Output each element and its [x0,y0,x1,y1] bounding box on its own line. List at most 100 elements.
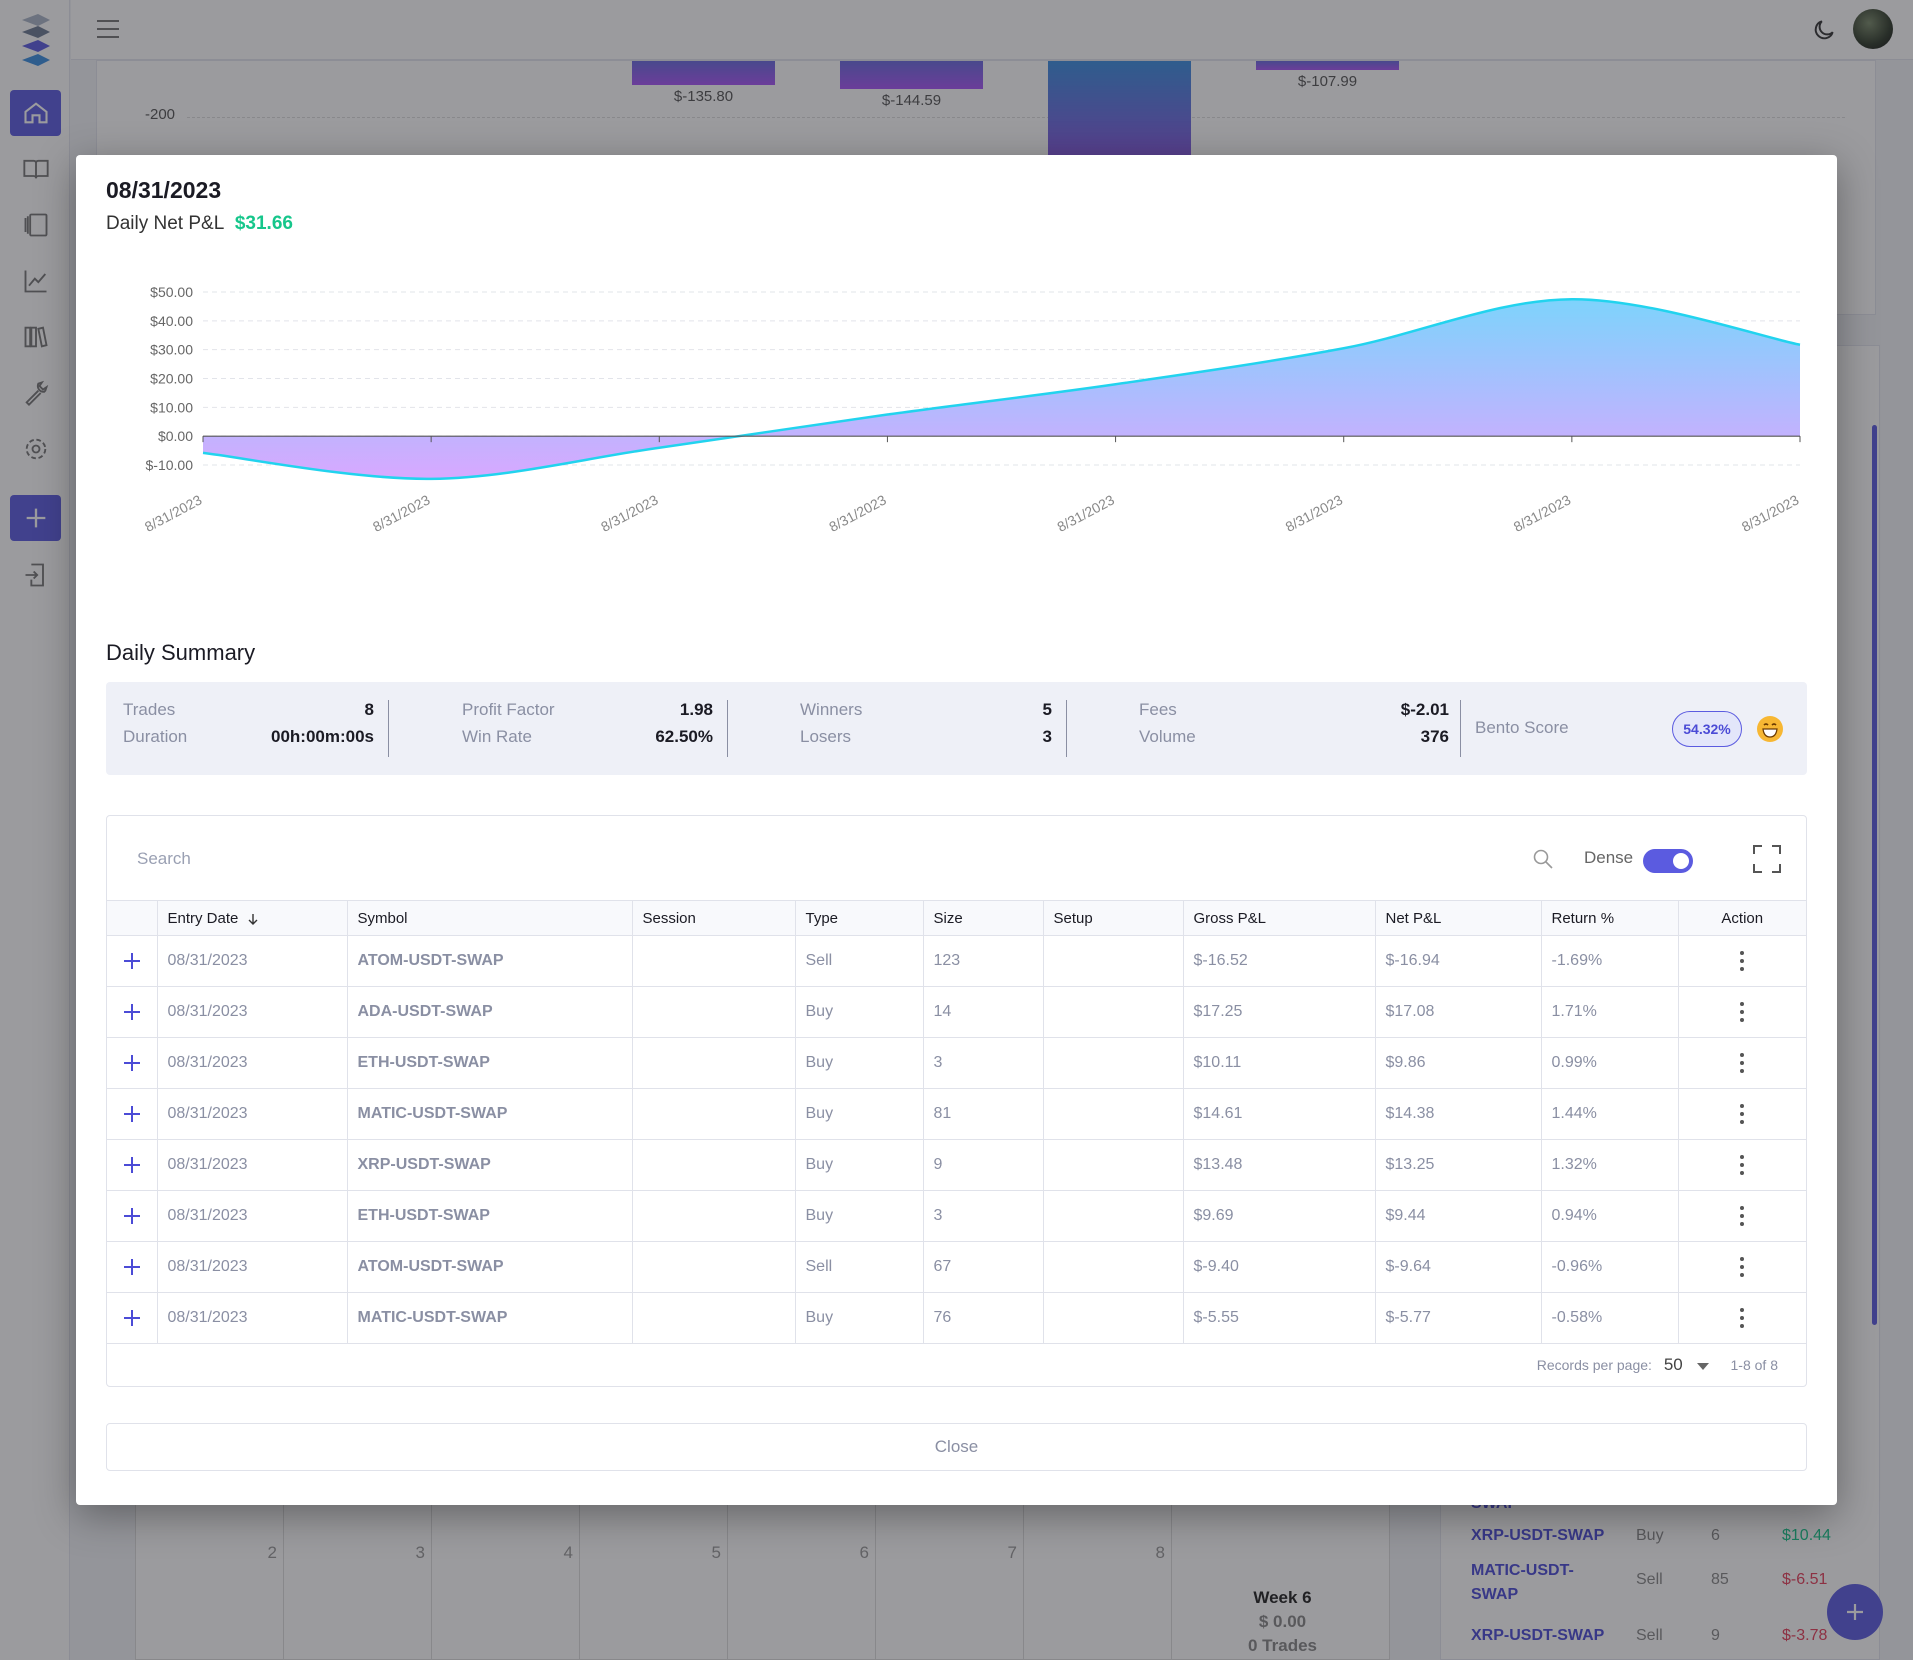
expand-cell [107,1241,158,1293]
more-vertical-icon[interactable] [1739,1052,1745,1074]
winners-label: Winners [800,700,863,719]
column-header-gross-pnl[interactable]: Gross P&L [1183,900,1376,936]
plus-icon[interactable] [122,1053,142,1073]
floating-add-button[interactable] [1827,1584,1883,1640]
close-button[interactable]: Close [106,1423,1807,1471]
table-row[interactable]: 08/31/2023 ADA-USDT-SWAP Buy 14 $17.25 $17.08… [107,986,1806,1038]
bg-bar [632,61,775,85]
more-vertical-icon[interactable] [1739,1103,1745,1125]
calendar-day[interactable]: 8 [1024,1501,1172,1660]
trades-value: 8 [364,700,374,719]
column-header-type[interactable]: Type [795,900,924,936]
summary-profit-block: Profit Factor 1.98 Win Rate 62.50% [462,700,713,757]
scrollbar[interactable] [1872,425,1877,1325]
search-input[interactable]: Search [137,849,191,868]
avatar[interactable] [1853,9,1893,49]
sidebar-item-journal[interactable] [10,202,61,248]
table-row[interactable]: 08/31/2023 ETH-USDT-SWAP Buy 3 $9.69 $9.44 0.9… [107,1190,1806,1242]
column-header-entry-date[interactable]: Entry Date [157,900,348,936]
pnl-area [203,299,1800,479]
calendar-day[interactable]: 6 [728,1501,876,1660]
plus-icon[interactable] [122,1104,142,1124]
sidebar-item-reports[interactable] [10,258,61,304]
dialog-title: 08/31/2023 [106,177,222,203]
search-icon[interactable] [1532,848,1554,870]
x-tick-label: 8/31/2023 [1511,491,1574,534]
session-cell [632,1292,796,1344]
trade-symbol[interactable]: XRP-USDT-SWAP [1471,1527,1605,1544]
intraday-pnl-chart: $50.00 $40.00 $30.00 $20.00 $10.00 $0.00 $-10.… [142,284,1802,535]
plus-icon[interactable] [122,1206,142,1226]
x-tick-label: 8/31/2023 [370,491,433,534]
trade-size: 9 [1711,1627,1720,1644]
hamburger-icon[interactable] [95,18,121,40]
sidebar-add-button[interactable] [10,495,61,541]
symbol-cell[interactable]: MATIC-USDT-SWAP [347,1292,633,1344]
week-amount: $ 0.00 [1258,1612,1307,1631]
column-header-size[interactable]: Size [923,900,1044,936]
sidebar-item-settings[interactable] [10,426,61,472]
symbol-cell[interactable]: MATIC-USDT-SWAP [347,1088,633,1140]
fullscreen-icon[interactable] [1752,844,1782,874]
calendar-day[interactable]: 2 [136,1501,284,1660]
more-vertical-icon[interactable] [1739,1256,1745,1278]
plus-icon[interactable] [122,1002,142,1022]
symbol-cell[interactable]: ETH-USDT-SWAP [347,1037,633,1089]
column-header-net-pnl[interactable]: Net P&L [1375,900,1542,936]
net-pnl-cell: $14.38 [1375,1088,1542,1140]
more-vertical-icon[interactable] [1739,1307,1745,1329]
records-per-page-select[interactable]: 50 [1663,1355,1683,1374]
entry-date-cell: 08/31/2023 [157,1190,348,1242]
more-vertical-icon[interactable] [1739,950,1745,972]
plus-icon[interactable] [122,1308,142,1328]
table-row[interactable]: 08/31/2023 MATIC-USDT-SWAP Buy 81 $14.61 $14.… [107,1088,1806,1140]
profit-factor-value: 1.98 [679,700,713,719]
net-pnl-cell: $-5.77 [1375,1292,1542,1344]
symbol-cell[interactable]: ADA-USDT-SWAP [347,986,633,1038]
win-rate-label: Win Rate [462,727,532,746]
moon-icon[interactable] [1811,17,1837,43]
gross-pnl-cell: $13.48 [1183,1139,1376,1191]
plus-icon[interactable] [122,1257,142,1277]
calendar-day[interactable]: 3 [284,1501,432,1660]
table-row[interactable]: 08/31/2023 ATOM-USDT-SWAP Sell 123 $-16.52 $-… [107,935,1806,987]
calendar-day[interactable]: 4 [432,1501,580,1660]
dense-toggle[interactable] [1643,849,1693,873]
sidebar-item-playbook[interactable] [10,146,61,192]
column-header-symbol[interactable]: Symbol [347,900,633,936]
table-row[interactable]: 08/31/2023 MATIC-USDT-SWAP Buy 76 $-5.55 $-5.… [107,1292,1806,1344]
session-cell [632,935,796,987]
calendar-day[interactable]: 5 [580,1501,728,1660]
more-vertical-icon[interactable] [1739,1001,1745,1023]
symbol-cell[interactable]: ATOM-USDT-SWAP [347,1241,633,1293]
plus-icon[interactable] [122,951,142,971]
more-vertical-icon[interactable] [1739,1205,1745,1227]
caret-down-icon[interactable] [1696,1362,1709,1370]
trade-symbol[interactable]: MATIC-USDT-SWAP [1471,1562,1574,1603]
type-cell: Buy [795,1088,924,1140]
sidebar-item-home[interactable] [10,90,61,136]
type-cell: Buy [795,986,924,1038]
y-tick-label: $50.00 [150,284,193,300]
entry-date-cell: 08/31/2023 [157,1241,348,1293]
symbol-cell[interactable]: ETH-USDT-SWAP [347,1190,633,1242]
sidebar-item-library[interactable] [10,314,61,360]
table-row[interactable]: 08/31/2023 ATOM-USDT-SWAP Sell 67 $-9.40 $-9.… [107,1241,1806,1293]
table-row[interactable]: 08/31/2023 ETH-USDT-SWAP Buy 3 $10.11 $9.86 0.… [107,1037,1806,1089]
more-vertical-icon[interactable] [1739,1154,1745,1176]
column-header-setup[interactable]: Setup [1043,900,1184,936]
column-header-return[interactable]: Return % [1541,900,1679,936]
table-row[interactable]: 08/31/2023 XRP-USDT-SWAP Buy 9 $13.48 $13.25 1… [107,1139,1806,1191]
chart-icon [24,270,46,293]
sidebar-item-tools[interactable] [10,370,61,416]
return-cell: -0.96% [1541,1241,1679,1293]
column-header-session[interactable]: Session [632,900,796,936]
calendar-day[interactable]: 7 [876,1501,1024,1660]
symbol-cell[interactable]: XRP-USDT-SWAP [347,1139,633,1191]
y-tick-label: $40.00 [150,313,193,329]
setup-cell [1043,1088,1184,1140]
sidebar-item-import[interactable] [10,552,61,598]
symbol-cell[interactable]: ATOM-USDT-SWAP [347,935,633,987]
trade-symbol[interactable]: XRP-USDT-SWAP [1471,1627,1605,1644]
plus-icon[interactable] [122,1155,142,1175]
